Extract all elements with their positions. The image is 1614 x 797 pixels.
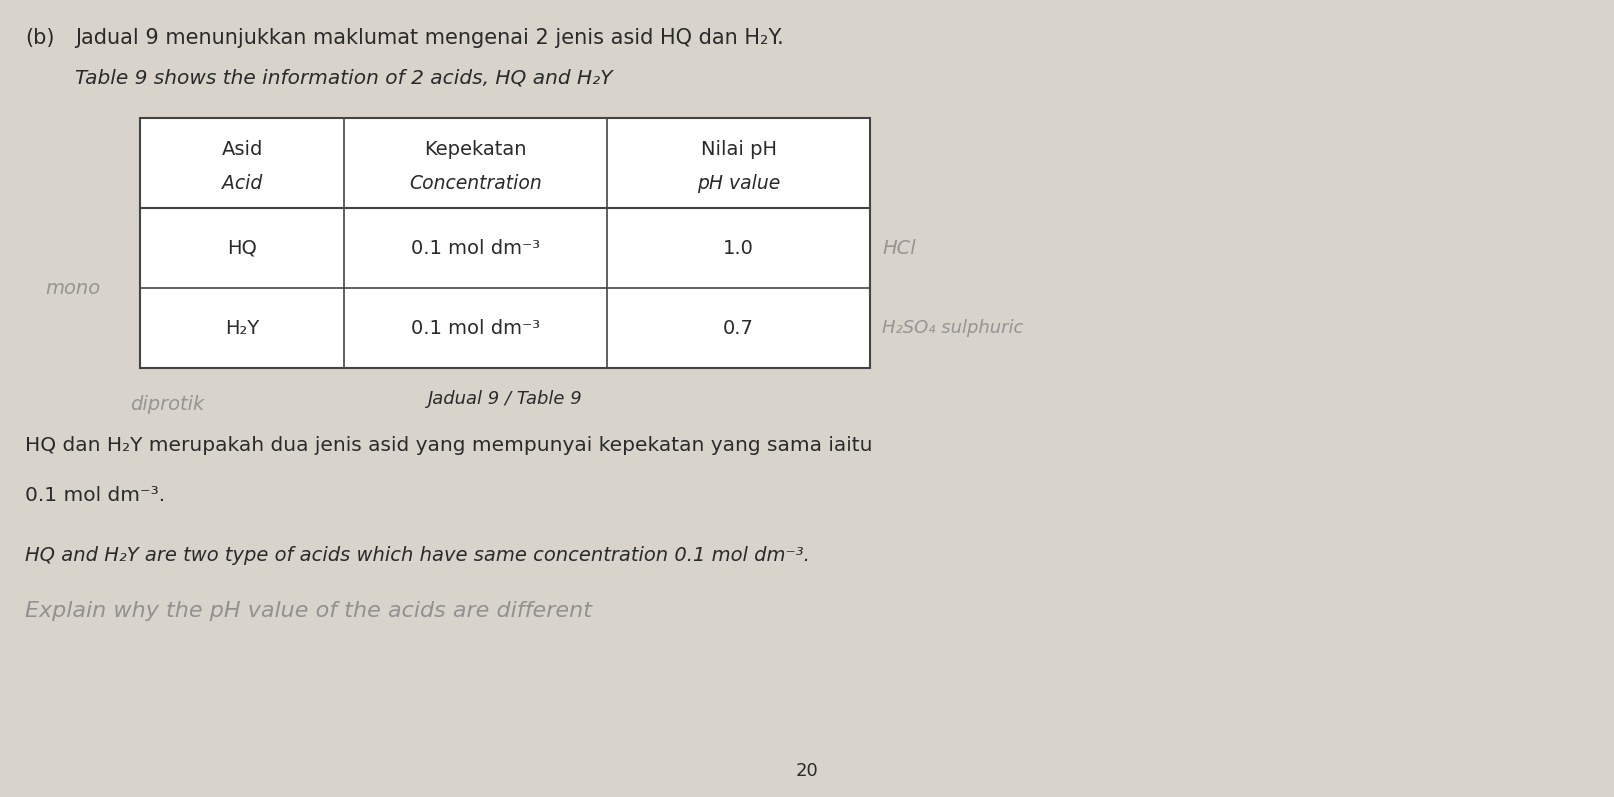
Text: Kepekatan: Kepekatan [424,140,528,159]
Text: HCl: HCl [881,238,915,257]
Text: Table 9 shows the information of 2 acids, HQ and H₂Y: Table 9 shows the information of 2 acids… [74,68,612,87]
Text: (b): (b) [24,28,55,48]
Text: pH value: pH value [697,174,780,193]
Text: Concentration: Concentration [410,174,542,193]
Text: H₂Y: H₂Y [224,319,260,337]
Text: H₂SO₄ sulphuric: H₂SO₄ sulphuric [881,319,1023,337]
Text: Explain why the pH value of the acids are different: Explain why the pH value of the acids ar… [24,601,592,621]
Text: Jadual 9 menunjukkan maklumat mengenai 2 jenis asid HQ dan H₂Y.: Jadual 9 menunjukkan maklumat mengenai 2… [74,28,784,48]
Text: Jadual 9 / Table 9: Jadual 9 / Table 9 [428,390,583,408]
Text: mono: mono [45,278,100,297]
Text: HQ dan H₂Y merupakah dua jenis asid yang mempunyai kepekatan yang sama iaitu: HQ dan H₂Y merupakah dua jenis asid yang… [24,436,873,455]
Text: HQ: HQ [228,238,257,257]
Text: 0.1 mol dm⁻³: 0.1 mol dm⁻³ [412,238,541,257]
Text: Nilai pH: Nilai pH [700,140,776,159]
Text: 20: 20 [796,762,818,780]
Text: HQ and H₂Y are two type of acids which have same concentration 0.1 mol dm⁻³.: HQ and H₂Y are two type of acids which h… [24,546,810,565]
Text: 0.1 mol dm⁻³.: 0.1 mol dm⁻³. [24,486,165,505]
Text: 1.0: 1.0 [723,238,754,257]
Text: Acid: Acid [223,174,263,193]
Text: Asid: Asid [221,140,263,159]
Text: 0.7: 0.7 [723,319,754,337]
Text: 0.1 mol dm⁻³: 0.1 mol dm⁻³ [412,319,541,337]
Bar [140,118,870,368]
Text: diprotik: diprotik [131,395,205,414]
